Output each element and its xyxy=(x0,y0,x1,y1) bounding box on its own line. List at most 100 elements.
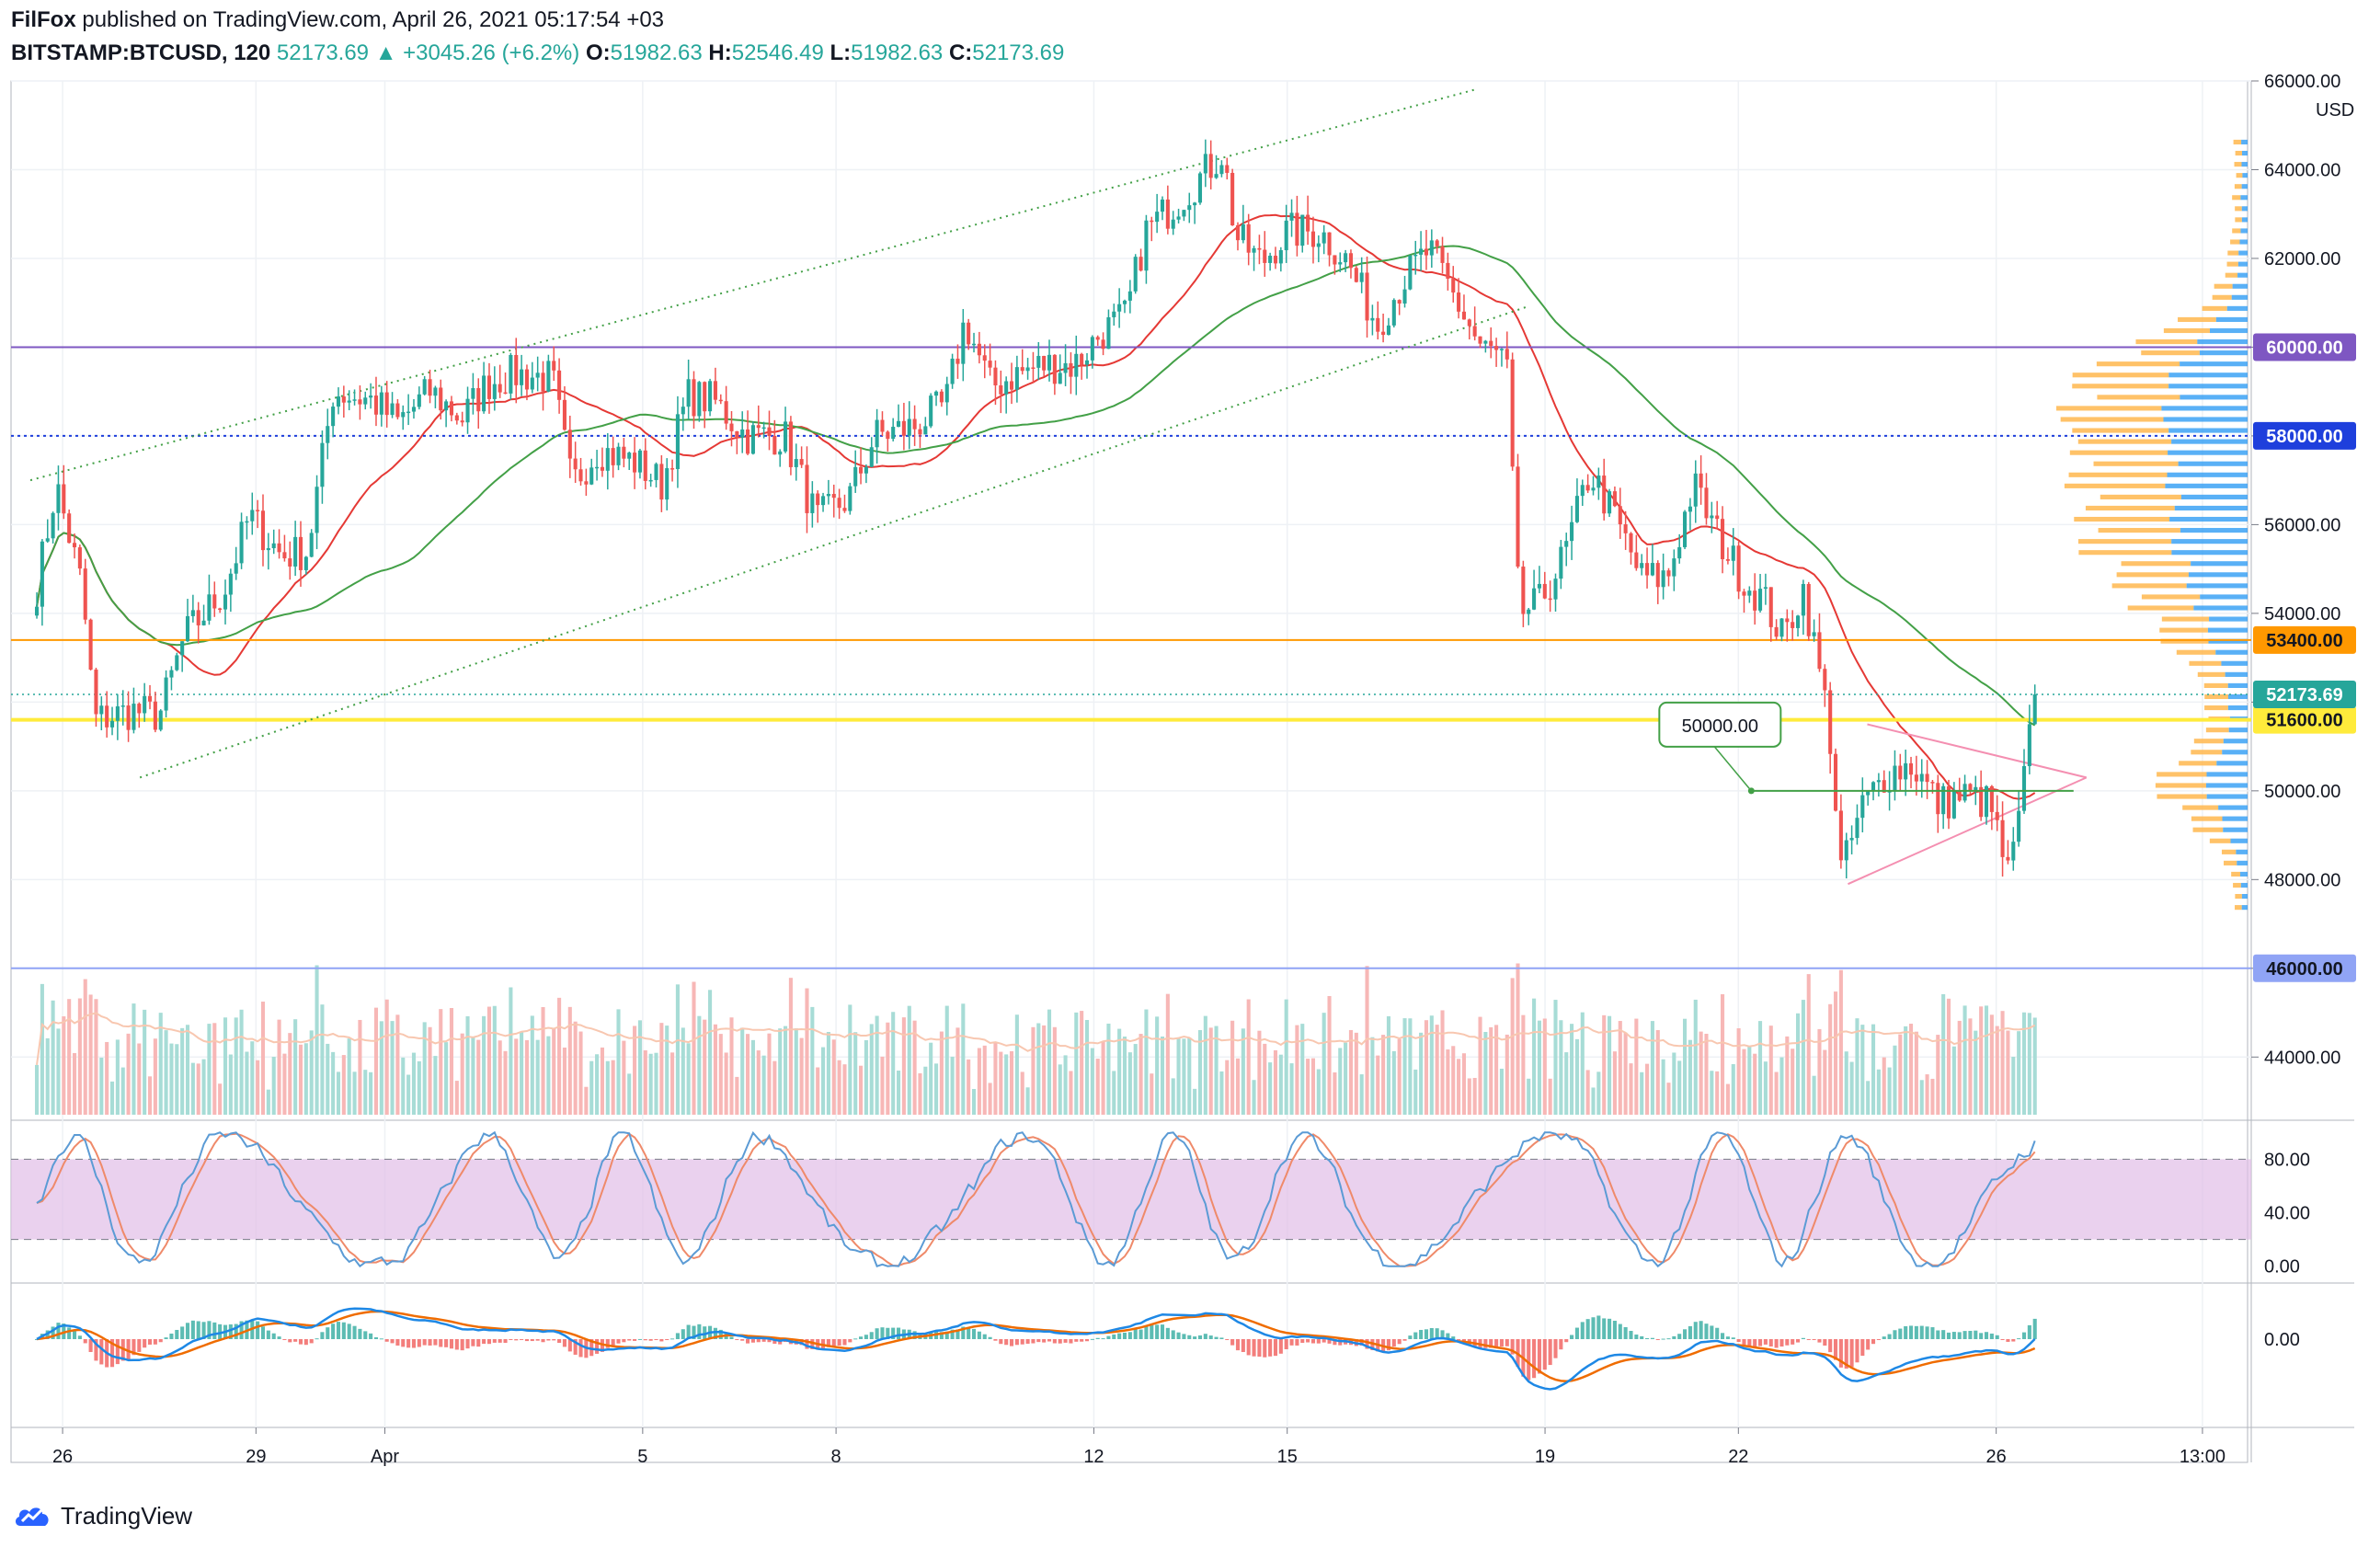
volume-bar xyxy=(1478,1016,1482,1115)
symbol-name[interactable]: BITSTAMP:BTCUSD, 120 xyxy=(11,40,271,65)
macd-histogram-bar xyxy=(869,1332,874,1339)
macd-histogram-bar xyxy=(1580,1322,1585,1339)
x-tick-label: 26 xyxy=(52,1447,73,1467)
volume-bar xyxy=(1122,1037,1127,1115)
macd-histogram-bar xyxy=(1704,1324,1709,1339)
macd-histogram-bar xyxy=(1327,1339,1332,1344)
volume-bar xyxy=(1725,1083,1730,1115)
volume-bar xyxy=(77,998,82,1115)
volume-bar xyxy=(1031,1026,1036,1115)
macd-histogram-bar xyxy=(1139,1329,1143,1339)
volume-bar xyxy=(1063,1055,1068,1115)
candle-body xyxy=(1069,362,1073,377)
volume-profile-bar xyxy=(2202,305,2227,311)
volume-profile-bar xyxy=(2068,472,2168,477)
macd-histogram-bar xyxy=(514,1339,519,1341)
macd-histogram-bar xyxy=(1219,1337,1224,1339)
volume-bar xyxy=(821,1047,826,1115)
volume-bar xyxy=(201,1059,206,1115)
candle-body xyxy=(271,543,276,549)
volume-profile-bar xyxy=(2060,417,2164,422)
macd-histogram-bar xyxy=(1661,1338,1665,1340)
candle-body xyxy=(514,354,519,385)
volume-bar xyxy=(1898,1034,1903,1115)
volume-bar xyxy=(88,994,93,1115)
macd-histogram-bar xyxy=(578,1339,583,1358)
volume-bar xyxy=(379,1021,383,1115)
candle-body xyxy=(1876,780,1881,783)
candle-body xyxy=(869,447,874,467)
candle-body xyxy=(1962,784,1967,801)
volume-bar xyxy=(492,1005,497,1115)
macd-histogram-bar xyxy=(1095,1337,1100,1339)
macd-histogram-bar xyxy=(465,1339,470,1349)
volume-bar xyxy=(1532,998,1537,1115)
macd-histogram-bar xyxy=(1144,1325,1149,1339)
candle-body xyxy=(1122,300,1127,304)
volume-profile-bar xyxy=(2230,838,2248,843)
candle-body xyxy=(509,354,513,394)
candle-body xyxy=(616,446,621,465)
volume-bar xyxy=(562,1047,566,1115)
macd-histogram-bar xyxy=(2027,1324,2031,1339)
volume-bar xyxy=(1968,1018,1973,1115)
candle-body xyxy=(218,608,223,611)
candle-body xyxy=(1478,336,1482,344)
volume-bar xyxy=(1699,1031,1703,1115)
volume-bar xyxy=(971,1089,977,1115)
volume-bar xyxy=(454,1081,459,1115)
volume-bar xyxy=(627,1073,632,1115)
candle-body xyxy=(105,705,109,728)
candle-body xyxy=(1278,250,1283,264)
volume-bar xyxy=(546,1036,551,1115)
volume-bar xyxy=(143,1009,147,1115)
macd-histogram-bar xyxy=(390,1339,395,1344)
candle-body xyxy=(1112,311,1116,317)
high-value: 52546.49 xyxy=(731,40,824,65)
volume-profile-bar xyxy=(2239,871,2248,877)
candle-body xyxy=(1591,487,1596,491)
candle-body xyxy=(277,543,281,553)
macd-histogram-bar xyxy=(1849,1339,1854,1368)
y-tick-label: 54000.00 xyxy=(2264,604,2340,625)
volume-bar xyxy=(810,1006,815,1115)
candle-body xyxy=(1618,506,1622,525)
macd-histogram-bar xyxy=(1838,1339,1843,1368)
volume-bar xyxy=(1666,1083,1671,1115)
volume-bar xyxy=(1731,1064,1735,1115)
volume-bar xyxy=(2032,1017,2037,1115)
stochastic-tick-label: 80.00 xyxy=(2264,1150,2310,1170)
volume-bar xyxy=(929,1042,933,1115)
candle-body xyxy=(401,412,406,418)
macd-histogram-bar xyxy=(1080,1339,1084,1342)
candle-body xyxy=(428,379,432,396)
candle-body xyxy=(681,407,685,415)
macd-histogram-bar xyxy=(977,1331,981,1339)
candle-body xyxy=(750,425,755,454)
candle-body xyxy=(1268,256,1273,263)
volume-bar xyxy=(449,1008,454,1115)
volume-bar xyxy=(1241,1028,1245,1115)
author-name[interactable]: FilFox xyxy=(11,7,76,32)
macd-histogram-bar xyxy=(1117,1333,1122,1339)
macd-histogram-bar xyxy=(681,1329,685,1339)
volume-profile-bar xyxy=(2174,505,2248,511)
volume-bar xyxy=(465,1015,470,1115)
macd-histogram-bar xyxy=(1747,1339,1752,1346)
candle-body xyxy=(1602,476,1607,514)
macd-histogram-bar xyxy=(961,1326,966,1339)
macd-histogram-bar xyxy=(1214,1336,1219,1339)
tradingview-brand[interactable]: TradingView xyxy=(61,1501,193,1530)
candle-body xyxy=(256,510,260,511)
macd-histogram-bar xyxy=(1683,1329,1688,1339)
candle-body xyxy=(1548,598,1552,601)
macd-histogram-bar xyxy=(562,1339,566,1347)
macd-histogram-bar xyxy=(1122,1332,1127,1339)
candle-body xyxy=(1936,783,1940,815)
volume-profile-bar xyxy=(2069,450,2168,455)
macd-histogram-bar xyxy=(309,1339,314,1344)
volume-bar xyxy=(848,1004,852,1115)
volume-bar xyxy=(772,1060,777,1115)
volume-profile-bar xyxy=(2111,583,2187,589)
